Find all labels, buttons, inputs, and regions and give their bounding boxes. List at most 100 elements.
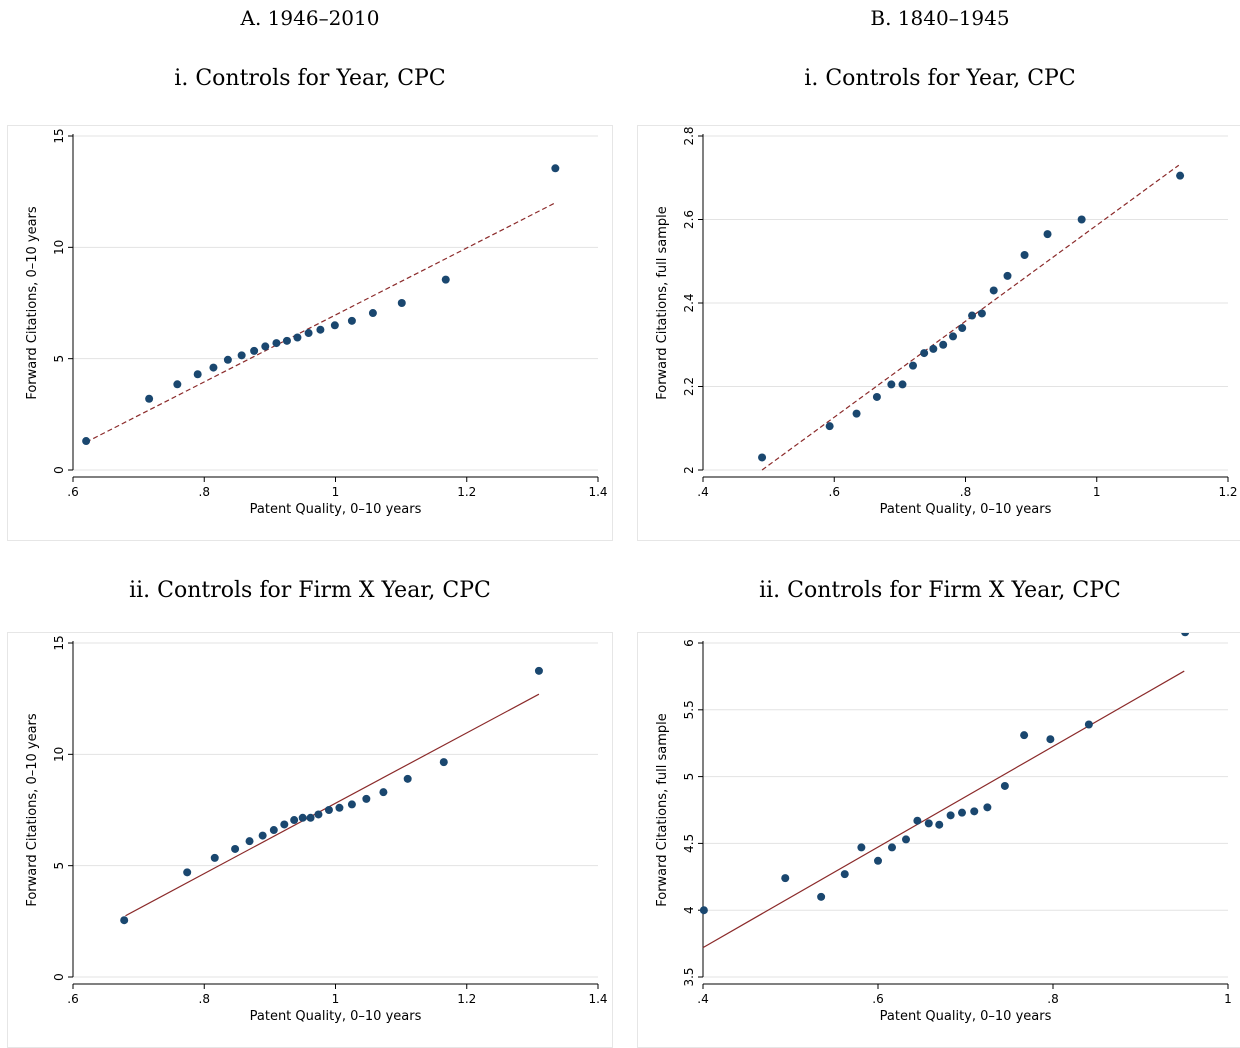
data-point xyxy=(1046,735,1055,744)
data-point xyxy=(758,453,767,462)
data-point xyxy=(379,788,388,797)
data-point xyxy=(269,826,278,835)
scatter-chart-a-ii: 0 5 10 15 .6 .8 1 1.2 1.4 Patent Quality, 0–10 ye… xyxy=(25,635,608,1024)
data-point xyxy=(1077,215,1086,224)
data-point xyxy=(781,874,790,883)
data-point xyxy=(439,758,448,767)
x-tick-label: 1.4 xyxy=(588,992,607,1006)
data-point xyxy=(330,321,339,330)
data-point xyxy=(280,820,289,829)
data-point xyxy=(935,820,944,829)
data-point xyxy=(902,835,910,844)
data-point xyxy=(920,349,929,358)
data-point xyxy=(699,906,708,915)
data-point xyxy=(958,324,967,333)
chart-panel-a-i: 0 5 10 15 .6 .8 1 1.2 1.4 Patent Quality, 0–10 ye… xyxy=(7,125,613,541)
data-point xyxy=(551,164,560,173)
data-point xyxy=(887,380,896,389)
data-point xyxy=(304,329,313,338)
data-point xyxy=(534,666,543,675)
data-point xyxy=(924,819,933,828)
data-point xyxy=(1020,731,1029,740)
data-point xyxy=(368,309,377,318)
data-point xyxy=(347,800,356,809)
y-tick-label: 2 xyxy=(682,466,696,474)
data-point xyxy=(258,831,267,840)
data-point xyxy=(403,774,412,783)
data-point xyxy=(949,332,958,341)
scatter-chart-a-i: 0 5 10 15 .6 .8 1 1.2 1.4 Patent Quality, 0–10 ye… xyxy=(25,128,608,517)
y-tick-label: 5 xyxy=(52,355,66,363)
data-point xyxy=(1003,271,1012,280)
y-tick-label: 2.2 xyxy=(682,377,696,396)
data-point xyxy=(335,803,344,812)
panel-title-b-ii: ii. Controls for Firm X Year, CPC xyxy=(759,578,1121,603)
data-point xyxy=(347,316,356,325)
data-point xyxy=(958,808,966,817)
y-axis-label: Forward Citations, 0–10 years xyxy=(25,206,40,400)
y-tick-label: 10 xyxy=(52,747,66,762)
x-tick-label: .8 xyxy=(199,992,210,1006)
data-point xyxy=(145,394,154,403)
data-point xyxy=(290,816,299,825)
data-point xyxy=(183,868,192,877)
x-tick-label: 1.4 xyxy=(588,485,607,499)
fit-line xyxy=(702,670,1185,949)
x-axis-label: Patent Quality, 0–10 years xyxy=(250,1009,422,1024)
y-tick-label: 5 xyxy=(52,862,66,870)
fit-line xyxy=(125,693,540,917)
data-point xyxy=(1000,781,1009,790)
data-point xyxy=(909,361,917,370)
data-point xyxy=(324,806,333,814)
chart-panel-a-ii: 0 5 10 15 .6 .8 1 1.2 1.4 Patent Quality, 0–10 ye… xyxy=(7,632,613,1048)
x-axis-label: Patent Quality, 0–10 years xyxy=(250,502,422,517)
data-point xyxy=(237,351,246,360)
data-point xyxy=(898,380,907,389)
y-tick-label: 4.5 xyxy=(682,834,696,853)
data-point xyxy=(913,816,922,825)
data-point xyxy=(989,286,998,295)
x-tick-label: .6 xyxy=(872,992,883,1006)
y-axis-label: Forward Citations, full sample xyxy=(655,713,670,907)
data-point xyxy=(872,392,881,401)
panel-title-b-i: i. Controls for Year, CPC xyxy=(804,66,1076,91)
data-point xyxy=(314,810,323,819)
data-point xyxy=(441,275,450,284)
data-point xyxy=(272,339,281,348)
panel-title-a-i: i. Controls for Year, CPC xyxy=(174,66,446,91)
y-tick-label: 5.5 xyxy=(682,700,696,719)
x-tick-label: .6 xyxy=(67,992,78,1006)
x-tick-label: .6 xyxy=(829,485,840,499)
x-axis-label: Patent Quality, 0–10 years xyxy=(880,502,1052,517)
data-point xyxy=(231,844,240,853)
data-point xyxy=(223,355,232,364)
scatter-chart-b-ii: 3.5 4 4.5 5 5.5 6 .4 .6 .8 1 Patent Quality, 0–10 … xyxy=(655,633,1232,1024)
x-tick-label: 1 xyxy=(332,485,340,499)
data-point xyxy=(193,370,202,379)
y-axis-label: Forward Citations, 0–10 years xyxy=(25,713,40,907)
x-tick-label: .4 xyxy=(697,485,708,499)
x-tick-label: .8 xyxy=(960,485,971,499)
data-point xyxy=(968,311,977,320)
data-point xyxy=(946,811,955,820)
data-point xyxy=(1181,633,1190,637)
data-point xyxy=(888,843,896,852)
data-point xyxy=(840,870,849,879)
column-title-b: B. 1840–1945 xyxy=(870,6,1010,30)
y-tick-label: 4 xyxy=(682,906,696,914)
y-tick-label: 5 xyxy=(682,773,696,781)
x-tick-label: 1 xyxy=(1224,992,1232,1006)
y-axis-label: Forward Citations, full sample xyxy=(655,206,670,400)
fit-line xyxy=(85,202,556,443)
chart-panel-b-ii: 3.5 4 4.5 5 5.5 6 .4 .6 .8 1 Patent Quality, 0–10 … xyxy=(637,632,1240,1048)
data-point xyxy=(1020,250,1029,259)
y-tick-label: 2.6 xyxy=(682,210,696,229)
panel-title-a-ii: ii. Controls for Firm X Year, CPC xyxy=(129,578,491,603)
y-tick-label: 6 xyxy=(682,639,696,647)
x-tick-label: 1.2 xyxy=(457,485,476,499)
data-point xyxy=(857,843,866,852)
data-point xyxy=(817,892,826,901)
data-point xyxy=(977,309,986,318)
data-point xyxy=(1176,171,1185,180)
chart-panel-b-i: 2 2.2 2.4 2.6 2.8 .4 .6 .8 1 1.2 Patent Quality, 0… xyxy=(637,125,1240,541)
